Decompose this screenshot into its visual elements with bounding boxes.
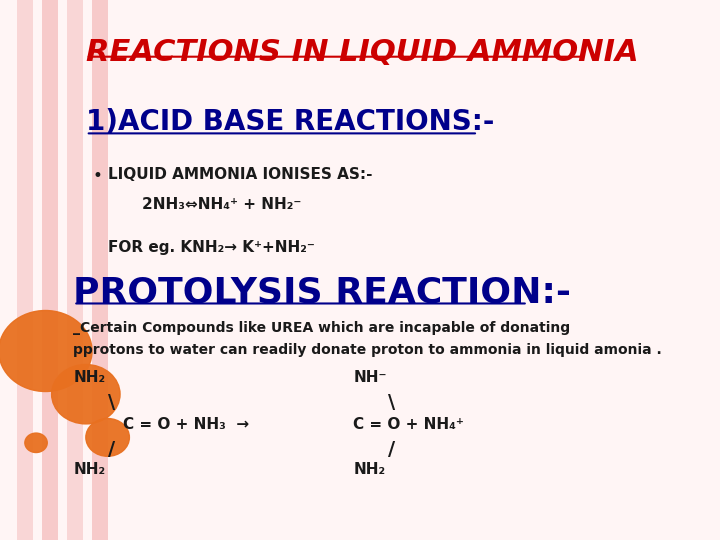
Circle shape — [0, 310, 92, 392]
Circle shape — [86, 418, 130, 456]
Text: NH₂: NH₂ — [73, 462, 106, 477]
Text: pprotons to water can readily donate proton to ammonia in liquid amonia .: pprotons to water can readily donate pro… — [73, 343, 662, 357]
Text: 2NH₃⇔NH₄⁺ + NH₂⁻: 2NH₃⇔NH₄⁺ + NH₂⁻ — [142, 197, 301, 212]
Text: NH₂: NH₂ — [354, 462, 385, 477]
Bar — [42, 0, 58, 540]
Text: /: / — [107, 440, 114, 459]
Text: \: \ — [107, 393, 114, 412]
Circle shape — [52, 364, 120, 424]
Text: FOR eg. KNH₂→ K⁺+NH₂⁻: FOR eg. KNH₂→ K⁺+NH₂⁻ — [107, 240, 315, 255]
Text: •: • — [92, 167, 102, 185]
Text: /: / — [387, 440, 395, 459]
Text: PROTOLYSIS REACTION:-: PROTOLYSIS REACTION:- — [73, 275, 572, 309]
Text: REACTIONS IN LIQUID AMMONIA: REACTIONS IN LIQUID AMMONIA — [86, 38, 639, 67]
Text: C = O + NH₃  →: C = O + NH₃ → — [123, 417, 249, 432]
Text: _Certain Compounds like UREA which are incapable of donating: _Certain Compounds like UREA which are i… — [73, 321, 570, 335]
Bar — [17, 0, 33, 540]
Text: NH⁻: NH⁻ — [354, 370, 387, 385]
Text: LIQUID AMMONIA IONISES AS:-: LIQUID AMMONIA IONISES AS:- — [107, 167, 372, 183]
Text: NH₂: NH₂ — [73, 370, 106, 385]
Circle shape — [25, 433, 48, 453]
Bar — [92, 0, 107, 540]
Text: 1)ACID BASE REACTIONS:-: 1)ACID BASE REACTIONS:- — [86, 108, 494, 136]
Text: C = O + NH₄⁺: C = O + NH₄⁺ — [354, 417, 464, 432]
Bar — [67, 0, 83, 540]
Text: \: \ — [387, 393, 395, 412]
